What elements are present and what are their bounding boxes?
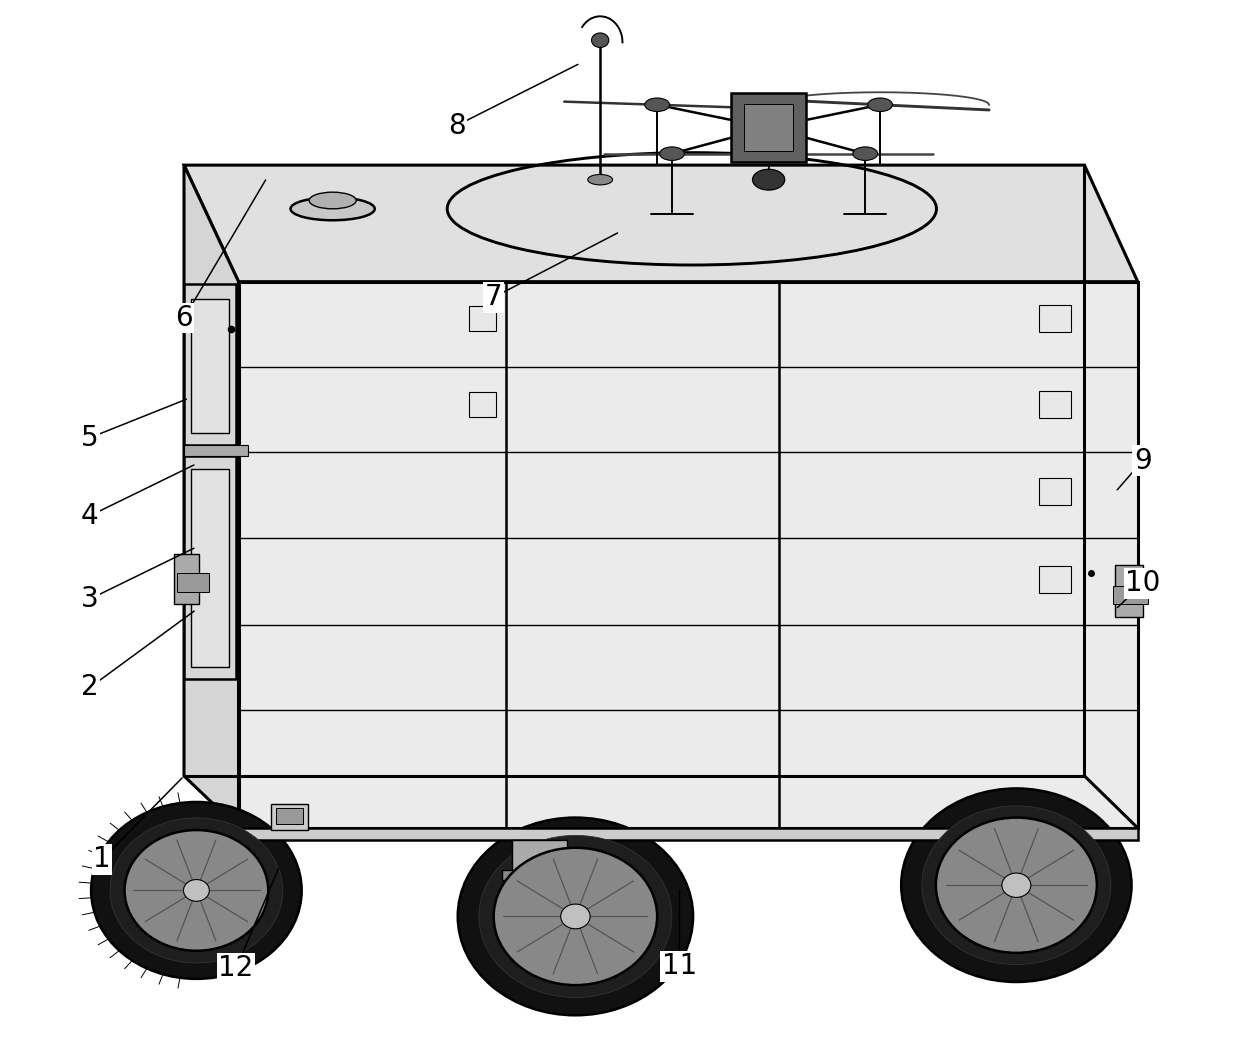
Bar (512, 841, 567, 875)
Circle shape (458, 818, 693, 1015)
Bar (1039, 391, 1071, 418)
Polygon shape (184, 165, 238, 828)
Bar (744, 104, 792, 151)
Ellipse shape (645, 98, 670, 111)
Ellipse shape (309, 192, 356, 208)
Circle shape (91, 802, 301, 978)
Circle shape (901, 789, 1132, 982)
Text: 10: 10 (1125, 569, 1161, 597)
Polygon shape (184, 445, 248, 456)
Polygon shape (184, 283, 236, 445)
Bar (275, 809, 303, 824)
Polygon shape (238, 281, 1138, 828)
Text: 7: 7 (485, 283, 502, 312)
Text: 1: 1 (93, 845, 112, 873)
Bar (1039, 304, 1071, 331)
Circle shape (936, 818, 1097, 952)
Bar (1039, 566, 1071, 593)
Circle shape (1002, 873, 1030, 897)
Bar (174, 554, 198, 604)
Circle shape (494, 848, 657, 985)
Text: 2: 2 (81, 673, 99, 701)
Circle shape (479, 836, 672, 997)
Bar (502, 870, 577, 880)
Bar (1114, 586, 1148, 604)
Ellipse shape (660, 147, 684, 160)
Bar (1039, 478, 1071, 505)
Polygon shape (184, 165, 1138, 281)
Circle shape (124, 830, 268, 950)
Polygon shape (191, 469, 228, 667)
Polygon shape (191, 299, 228, 432)
Ellipse shape (853, 147, 878, 160)
Text: 5: 5 (81, 424, 99, 452)
Text: 6: 6 (175, 304, 193, 332)
Text: 8: 8 (448, 111, 465, 140)
Ellipse shape (753, 169, 785, 190)
Bar (732, 94, 806, 162)
Circle shape (560, 904, 590, 928)
Text: 12: 12 (218, 954, 254, 983)
Ellipse shape (588, 174, 613, 184)
Circle shape (110, 818, 283, 963)
Ellipse shape (868, 98, 893, 111)
Circle shape (921, 805, 1111, 965)
Text: 3: 3 (81, 585, 99, 613)
Circle shape (591, 33, 609, 48)
Bar (469, 305, 496, 330)
Polygon shape (238, 828, 1138, 841)
Bar (469, 392, 496, 417)
Polygon shape (184, 456, 236, 679)
Bar (270, 804, 308, 830)
Ellipse shape (290, 197, 374, 220)
Bar (1116, 565, 1143, 617)
Text: 9: 9 (1133, 447, 1152, 475)
Circle shape (184, 879, 210, 901)
Text: 11: 11 (662, 952, 697, 981)
Text: 4: 4 (81, 502, 99, 529)
Bar (176, 573, 208, 592)
